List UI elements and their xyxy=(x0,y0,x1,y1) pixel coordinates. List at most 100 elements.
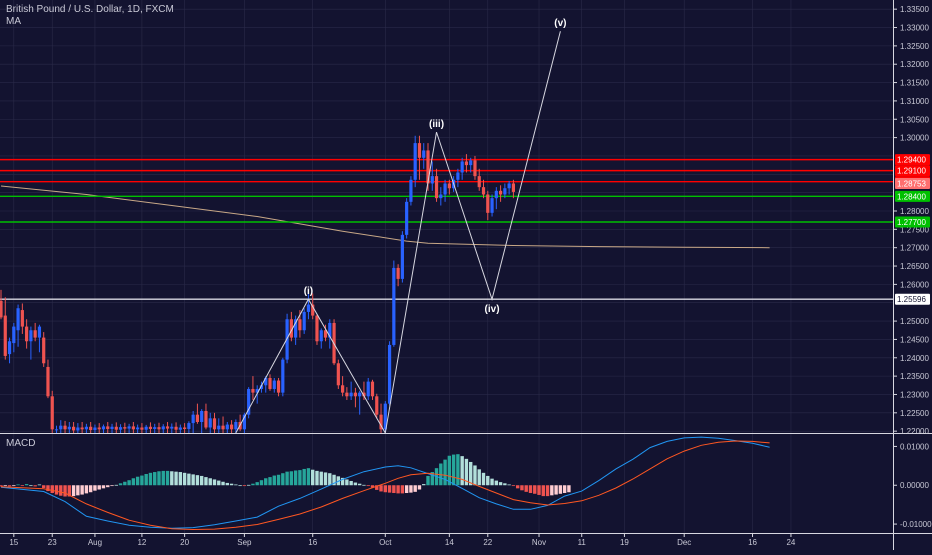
candle-body xyxy=(7,341,12,355)
macd-histogram-bar xyxy=(148,472,153,486)
candle-body xyxy=(29,330,33,342)
candle-body xyxy=(25,326,29,342)
macd-histogram-bar xyxy=(3,485,7,487)
macd-histogram-bar xyxy=(417,485,422,490)
macd-histogram-bar xyxy=(157,471,161,486)
macd-histogram-bar xyxy=(550,485,554,496)
price-level-badge-resistance xyxy=(895,154,930,166)
candle-body xyxy=(259,385,264,389)
price-level-badge-support xyxy=(895,216,930,228)
candle-body xyxy=(123,427,127,429)
candle-body xyxy=(46,366,50,397)
candle-body xyxy=(276,380,281,393)
candle-body xyxy=(0,300,3,318)
candle-body xyxy=(430,176,434,184)
candle-body xyxy=(212,418,217,430)
candle-body xyxy=(511,183,515,192)
macd-histogram-bar xyxy=(7,485,12,487)
macd-histogram-bar xyxy=(541,485,545,497)
macd-pane-label[interactable]: MACD xyxy=(6,438,36,449)
candle-body xyxy=(447,183,451,189)
macd-histogram-bar xyxy=(114,484,118,486)
macd-histogram-bar xyxy=(234,484,238,486)
price-level-label: 1.27700 xyxy=(897,218,926,227)
macd-histogram-bar xyxy=(268,477,272,486)
candle-body xyxy=(93,427,97,431)
candle-body xyxy=(161,426,165,430)
macd-histogram-bar xyxy=(379,485,383,492)
time-tick-label: 23 xyxy=(48,538,57,547)
macd-histogram-bar xyxy=(29,485,33,487)
candle-body xyxy=(341,385,345,393)
macd-histogram-bar xyxy=(165,470,170,486)
candle-body xyxy=(153,427,157,429)
candle-body xyxy=(131,426,135,430)
candle-body xyxy=(289,319,293,338)
price-tick-label: 1.27000 xyxy=(900,244,929,253)
macd-histogram-bar xyxy=(63,485,67,497)
macd-histogram-bar xyxy=(422,484,426,486)
macd-histogram-bar xyxy=(481,472,486,486)
macd-histogram-bar xyxy=(302,468,306,486)
macd-histogram-bar xyxy=(144,473,148,486)
macd-histogram-bar xyxy=(293,470,298,486)
macd-histogram-bar xyxy=(42,485,46,488)
macd-histogram-bar xyxy=(204,477,208,486)
candle-body xyxy=(426,150,430,184)
candle-body xyxy=(234,421,238,430)
macd-histogram-bar xyxy=(212,479,217,486)
macd-histogram-bar xyxy=(332,474,336,486)
candle-body xyxy=(353,392,358,397)
macd-histogram-bar xyxy=(76,485,80,496)
candle-body xyxy=(187,423,191,429)
candle-body xyxy=(417,143,422,158)
candle-body xyxy=(383,403,387,430)
candle-body xyxy=(375,396,379,415)
macd-histogram-bar xyxy=(567,485,571,493)
macd-histogram-bar xyxy=(362,484,366,486)
price-level-label: 1.25596 xyxy=(897,295,926,304)
macd-histogram-bar xyxy=(191,474,195,486)
candle-body xyxy=(183,427,187,429)
candle-body xyxy=(298,319,302,331)
candle-body xyxy=(148,426,153,429)
macd-histogram-bar xyxy=(392,485,396,494)
candle-body xyxy=(200,410,204,422)
ma-indicator-label[interactable]: MA xyxy=(6,16,21,27)
candle-body xyxy=(16,308,20,331)
time-tick-label: 11 xyxy=(578,538,587,547)
macd-histogram-bar xyxy=(375,485,379,490)
macd-histogram-bar xyxy=(366,485,370,487)
candle-body xyxy=(494,190,498,199)
macd-histogram-bar xyxy=(511,485,516,487)
candle-body xyxy=(268,377,272,389)
candle-body xyxy=(144,426,148,430)
macd-histogram-bar xyxy=(33,485,37,487)
candle-body xyxy=(464,161,469,166)
macd-histogram-bar xyxy=(285,471,289,486)
macd-histogram-bar xyxy=(545,485,550,497)
candle-body xyxy=(33,330,37,338)
candle-body xyxy=(54,429,59,431)
macd-histogram-bar xyxy=(246,484,251,486)
candle-body xyxy=(490,198,494,213)
candle-body xyxy=(20,310,24,327)
chart-legend: British Pound / U.S. Dollar, 1D, FXCM MA xyxy=(6,4,174,28)
macd-histogram-bar xyxy=(533,485,537,494)
candle-body xyxy=(136,427,140,430)
macd-histogram-bar xyxy=(199,475,204,486)
macd-histogram-bar xyxy=(16,484,20,486)
candle-body xyxy=(101,426,106,430)
symbol-title[interactable]: British Pound / U.S. Dollar, 1D, FXCM xyxy=(6,4,174,15)
price-tick-label: 1.24000 xyxy=(900,354,929,363)
time-tick-label: 14 xyxy=(445,538,454,547)
macd-histogram-bar xyxy=(259,480,264,486)
candle-body xyxy=(255,388,259,393)
macd-histogram-bar xyxy=(12,485,16,487)
candle-body xyxy=(362,392,366,397)
macd-histogram-bar xyxy=(84,485,89,494)
price-level-label: 1.28400 xyxy=(897,192,926,201)
candle-body xyxy=(302,311,306,331)
price-pane xyxy=(0,31,893,433)
